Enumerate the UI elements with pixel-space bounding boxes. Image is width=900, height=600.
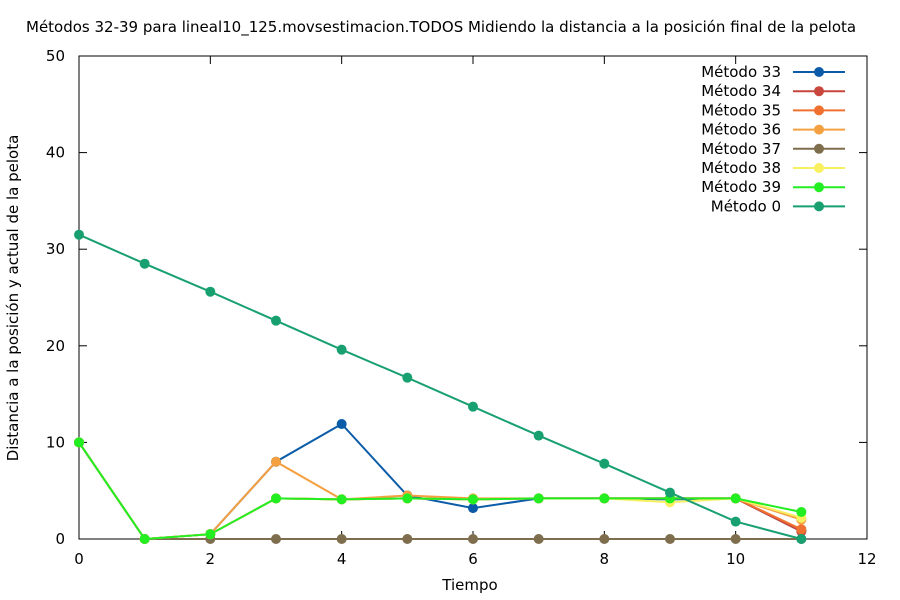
y-tick-label: 30 [46, 240, 65, 258]
data-point [533, 534, 544, 544]
series-line [78, 441, 802, 541]
legend-entry: Método 36 [701, 121, 845, 139]
legend-swatch-marker [814, 201, 824, 212]
series-layer [74, 229, 807, 544]
series-line [78, 441, 802, 541]
data-point [402, 534, 413, 544]
legend-label: Método 34 [701, 82, 781, 100]
y-tick-label: 20 [46, 337, 65, 355]
data-point [599, 458, 610, 469]
y-axis-label: Distancia a la posición y actual de la p… [4, 135, 22, 462]
series-line [78, 441, 802, 541]
series-m-todo-39 [74, 437, 807, 544]
chart-title: Métodos 32-39 para lineal10_125.movsesti… [26, 18, 856, 37]
y-tick-labels: 0 10 20 30 40 50 [46, 47, 65, 548]
data-point [336, 534, 347, 544]
legend-swatch-marker [814, 67, 824, 77]
y-tick-label: 10 [46, 433, 65, 451]
data-point [271, 493, 281, 504]
data-point [796, 506, 807, 517]
series-line [78, 441, 802, 541]
data-point [336, 494, 347, 505]
legend-entry: Método 38 [701, 159, 845, 177]
data-point [271, 534, 281, 544]
legend-swatch-marker [814, 86, 824, 97]
data-point [796, 534, 807, 544]
series-m-todo-0 [74, 229, 807, 544]
legend-label: Método 37 [701, 140, 781, 158]
data-point [271, 456, 281, 467]
legend-label: Método 36 [701, 121, 781, 139]
data-point [730, 493, 741, 504]
legend-label: Método 39 [701, 178, 781, 196]
series-line [78, 441, 802, 540]
x-tick-label: 6 [468, 550, 478, 568]
data-point [271, 315, 281, 326]
x-tick-label: 2 [206, 550, 216, 568]
legend-entry: Método 37 [701, 140, 845, 158]
series-m-todo-38 [74, 437, 807, 544]
y-tick-label: 0 [55, 530, 65, 548]
data-point [730, 516, 741, 527]
data-point [533, 430, 544, 441]
series-m-todo-34 [74, 437, 807, 544]
data-point [336, 344, 347, 355]
legend-label: Método 38 [701, 159, 781, 177]
x-tick-label: 10 [726, 550, 745, 568]
x-tick-label: 8 [600, 550, 610, 568]
series-line [78, 233, 802, 540]
legend-entry: Método 34 [701, 82, 845, 100]
x-tick-label: 12 [857, 550, 876, 568]
y-tick-label: 50 [46, 47, 65, 65]
legend-entry: Método 39 [701, 178, 845, 196]
legend-entry: Método 35 [701, 101, 845, 119]
series-m-todo-37 [74, 437, 807, 544]
data-point [599, 534, 610, 544]
data-point [665, 534, 675, 544]
data-point [599, 493, 610, 504]
series-m-todo-35 [74, 437, 807, 544]
series-m-todo-33 [74, 419, 807, 544]
data-point [468, 503, 478, 514]
legend-entry: Método 0 [711, 197, 845, 215]
data-point [468, 534, 478, 544]
data-point [730, 534, 741, 544]
y-tick-label: 40 [46, 144, 65, 162]
legend-label: Método 35 [701, 101, 781, 119]
x-tick-labels: 0 2 4 6 8 10 12 [74, 550, 876, 568]
data-point [139, 258, 150, 269]
legend-swatch-marker [814, 143, 824, 154]
x-tick-label: 0 [74, 550, 84, 568]
series-m-todo-36 [74, 437, 807, 544]
data-point [336, 419, 347, 430]
legend-swatch-marker [814, 105, 824, 116]
data-point [139, 534, 150, 544]
data-point [468, 401, 478, 412]
series-line [78, 422, 802, 541]
data-point [665, 487, 675, 498]
legend-entry: Método 33 [701, 63, 845, 81]
data-point [205, 529, 216, 540]
legend-label: Método 33 [701, 63, 781, 81]
data-point [205, 286, 216, 297]
x-axis-label: Tiempo [441, 576, 497, 594]
data-point [533, 493, 544, 504]
data-point [74, 437, 84, 448]
data-point [402, 372, 413, 383]
data-point [796, 524, 807, 535]
legend-label: Método 0 [711, 197, 781, 215]
legend-swatch-marker [814, 182, 824, 193]
legend-swatch-marker [814, 163, 824, 173]
legend-swatch-marker [814, 124, 824, 135]
data-point [74, 229, 84, 240]
data-point [468, 494, 478, 505]
x-tick-label: 4 [337, 550, 347, 568]
data-point [402, 493, 413, 504]
series-line [78, 441, 802, 541]
